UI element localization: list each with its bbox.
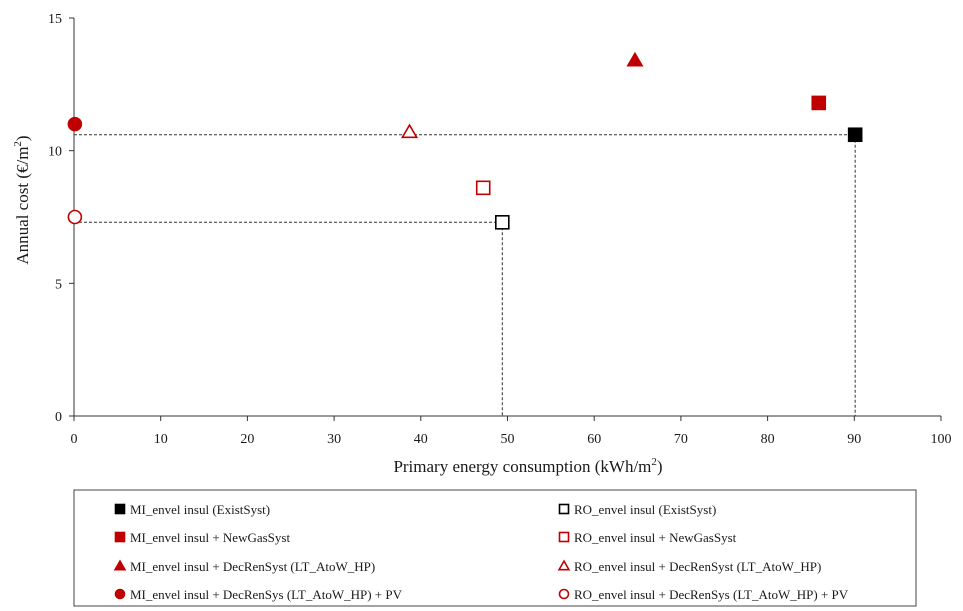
y-tick-label: 5 <box>55 277 62 292</box>
data-point-square <box>494 215 510 230</box>
legend-marker-triangle <box>557 559 571 571</box>
legend-marker-square <box>114 503 126 515</box>
x-axis: 0 10 20 30 40 50 60 70 80 90 100 <box>71 416 952 447</box>
legend-marker-square <box>114 531 126 543</box>
legend-marker-triangle <box>113 559 127 571</box>
legend-marker-square <box>558 531 570 543</box>
legend-box <box>73 489 917 607</box>
x-tick-label: 40 <box>414 432 428 447</box>
legend-marker-circle <box>114 588 126 600</box>
x-tick-label: 70 <box>674 432 688 447</box>
x-tick-label: 100 <box>931 432 952 447</box>
data-point-square <box>847 127 863 143</box>
x-tick-label: 50 <box>501 432 515 447</box>
x-tick-label: 80 <box>761 432 775 447</box>
y-tick-label: 15 <box>48 12 62 27</box>
legend-label: MI_envel insul + NewGasSyst <box>130 530 290 545</box>
data-point-triangle <box>400 123 419 139</box>
y-tick-label: 0 <box>55 410 62 425</box>
legend-label: RO_envel insul + DecRenSyst (LT_AtoW_HP) <box>574 559 821 574</box>
legend-label: MI_envel insul (ExistSyst) <box>130 502 270 517</box>
y-axis-label: Annual cost (€/m2) <box>12 135 32 264</box>
legend-marker-circle <box>558 588 570 600</box>
data-point-square <box>475 180 491 196</box>
legend-label: MI_envel insul + DecRenSys (LT_AtoW_HP) … <box>130 587 403 602</box>
reference-lines <box>74 134 856 416</box>
x-tick-label: 30 <box>327 432 341 447</box>
legend-label: RO_envel insul + NewGasSyst <box>574 530 737 545</box>
x-tick-label: 60 <box>587 432 601 447</box>
x-tick-label: 10 <box>154 432 168 447</box>
legend-label: RO_envel insul (ExistSyst) <box>574 502 716 517</box>
legend-marker-square <box>558 503 570 515</box>
y-tick-label: 10 <box>48 145 62 160</box>
data-point-circle <box>67 209 83 225</box>
data-point-square <box>811 95 827 111</box>
data-point-triangle <box>626 51 644 67</box>
y-axis: 0 5 10 15 <box>48 12 74 425</box>
x-tick-label: 20 <box>240 432 254 447</box>
legend-label: RO_envel insul + DecRenSys (LT_AtoW_HP) … <box>574 587 849 602</box>
legend-label: MI_envel insul + DecRenSyst (LT_AtoW_HP) <box>130 559 375 574</box>
data-point-circle <box>67 116 83 132</box>
x-tick-label: 90 <box>847 432 861 447</box>
x-axis-label: Primary energy consumption (kWh/m2) <box>393 456 662 476</box>
legend: MI_envel insul (ExistSyst) RO_envel insul… <box>113 502 849 602</box>
data-points <box>67 51 863 230</box>
x-tick-label: 0 <box>71 432 78 447</box>
